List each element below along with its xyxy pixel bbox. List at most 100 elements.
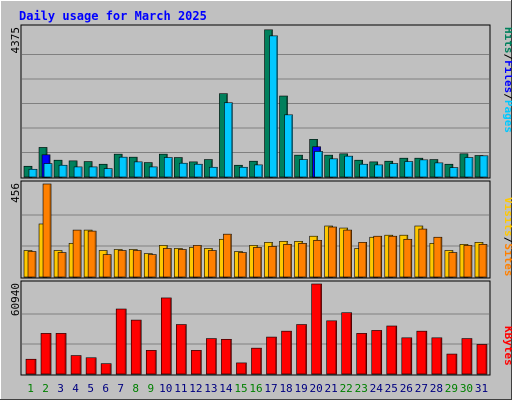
panel-hits-legend: Hits/Files/Pages bbox=[502, 27, 512, 133]
panel-visits-legend: Visits/Sites bbox=[502, 197, 512, 277]
day-label-13: 13 bbox=[204, 382, 217, 395]
day-label-22: 22 bbox=[340, 382, 353, 395]
bar-pages-day-26 bbox=[404, 161, 414, 178]
bar-kbytes-day-15 bbox=[236, 362, 247, 375]
bar-sites-day-23 bbox=[358, 242, 368, 278]
bar-sites-day-30 bbox=[463, 245, 473, 278]
bar-pages-day-6 bbox=[103, 168, 113, 178]
day-label-4: 4 bbox=[72, 382, 79, 395]
bar-kbytes-day-8 bbox=[130, 319, 142, 375]
bar-pages-day-23 bbox=[359, 163, 369, 178]
bar-kbytes-day-11 bbox=[176, 324, 187, 375]
bar-kbytes-day-4 bbox=[70, 355, 82, 375]
bar-pages-day-16 bbox=[254, 164, 263, 178]
bar-sites-day-25 bbox=[388, 235, 398, 278]
day-label-11: 11 bbox=[174, 382, 187, 395]
legend-separator-1: / bbox=[502, 54, 512, 61]
bar-sites-day-5 bbox=[87, 230, 97, 278]
bar-kbytes-day-28 bbox=[431, 337, 443, 375]
bar-sites-day-19 bbox=[298, 243, 307, 278]
bar-pages-day-3 bbox=[58, 164, 68, 178]
legend-kbytes: KBytes bbox=[502, 326, 512, 366]
panel-hits-files-pages: 4375 Hits/Files/Pages bbox=[9, 24, 512, 179]
bar-kbytes-day-21 bbox=[326, 320, 337, 375]
bar-pages-day-5 bbox=[88, 166, 98, 178]
legend-visits: Visits bbox=[502, 197, 512, 237]
bar-kbytes-day-16 bbox=[251, 347, 262, 375]
bar-kbytes-day-13 bbox=[206, 338, 217, 375]
bar-pages-day-19 bbox=[299, 159, 308, 178]
bar-sites-day-12 bbox=[193, 245, 202, 278]
day-label-12: 12 bbox=[189, 382, 202, 395]
svg-text:KBytes: KBytes bbox=[502, 326, 512, 366]
bar-sites-day-21 bbox=[328, 226, 337, 278]
bar-kbytes-day-29 bbox=[446, 353, 458, 375]
bar-sites-day-3 bbox=[57, 252, 67, 278]
bar-pages-day-4 bbox=[73, 166, 83, 178]
bar-kbytes-day-25 bbox=[386, 325, 398, 375]
day-label-10: 10 bbox=[159, 382, 172, 395]
legend-hits: Hits bbox=[502, 27, 512, 54]
bar-sites-day-27 bbox=[418, 228, 428, 278]
panel-hits-grid bbox=[22, 54, 489, 153]
bar-pages-day-30 bbox=[464, 157, 474, 178]
svg-text:Hits/Files/Pages: Hits/Files/Pages bbox=[502, 27, 512, 133]
bar-kbytes-day-22 bbox=[341, 312, 352, 375]
day-label-26: 26 bbox=[400, 382, 413, 395]
bar-sites-day-16 bbox=[253, 247, 262, 278]
panel-kbytes-ymax-label: 60940 bbox=[9, 283, 22, 316]
bar-sites-day-4 bbox=[72, 229, 82, 278]
bar-sites-day-7 bbox=[117, 250, 127, 278]
bar-sites-day-15 bbox=[238, 252, 247, 278]
bar-sites-day-20 bbox=[313, 239, 322, 278]
day-label-23: 23 bbox=[355, 382, 368, 395]
panel-hits-bars bbox=[23, 29, 489, 178]
bar-pages-day-9 bbox=[148, 166, 158, 178]
day-label-24: 24 bbox=[370, 382, 384, 395]
bar-sites-day-24 bbox=[373, 235, 383, 278]
day-label-17: 17 bbox=[264, 382, 277, 395]
chart-title: Daily usage for March 2025 bbox=[19, 9, 207, 23]
bar-kbytes-day-10 bbox=[160, 297, 172, 375]
legend-separator-3: / bbox=[502, 237, 512, 244]
bar-pages-day-15 bbox=[239, 166, 248, 178]
day-label-29: 29 bbox=[445, 382, 458, 395]
bar-kbytes-day-12 bbox=[191, 350, 202, 375]
bar-sites-day-31 bbox=[478, 244, 488, 278]
bar-pages-day-28 bbox=[434, 162, 444, 178]
panel-kbytes-legend: KBytes bbox=[502, 326, 512, 366]
bar-sites-day-10 bbox=[162, 248, 172, 278]
bar-kbytes-day-7 bbox=[115, 308, 127, 375]
bar-kbytes-day-3 bbox=[55, 333, 67, 375]
panel-kbytes: 60940 KBytes bbox=[9, 280, 512, 376]
bar-pages-day-8 bbox=[133, 161, 143, 178]
bar-kbytes-day-2 bbox=[40, 333, 52, 375]
panel-kbytes-bars bbox=[25, 283, 488, 375]
day-label-15: 15 bbox=[234, 382, 247, 395]
day-label-2: 2 bbox=[42, 382, 49, 395]
panel-visits-bars bbox=[23, 183, 488, 278]
legend-sites: Sites bbox=[502, 243, 512, 276]
legend-pages: Pages bbox=[502, 100, 512, 133]
bar-pages-day-18 bbox=[284, 114, 293, 178]
bar-kbytes-day-17 bbox=[266, 336, 277, 375]
bar-kbytes-day-23 bbox=[356, 333, 368, 375]
bar-sites-day-2 bbox=[42, 183, 52, 278]
bar-kbytes-day-20 bbox=[311, 283, 322, 375]
day-label-8: 8 bbox=[132, 382, 139, 395]
bar-kbytes-day-24 bbox=[371, 330, 383, 375]
bar-pages-day-20 bbox=[314, 151, 323, 178]
bar-kbytes-day-1 bbox=[25, 358, 37, 375]
panel-hits-ymax-label: 4375 bbox=[9, 27, 22, 54]
panel-visits-ymax-label: 456 bbox=[9, 183, 22, 203]
day-label-6: 6 bbox=[102, 382, 109, 395]
day-label-9: 9 bbox=[147, 382, 154, 395]
bar-pages-day-22 bbox=[344, 155, 353, 178]
bar-sites-day-29 bbox=[448, 252, 458, 278]
bar-pages-day-31 bbox=[479, 155, 489, 178]
bar-sites-day-9 bbox=[147, 254, 157, 278]
bar-sites-day-6 bbox=[102, 254, 112, 278]
svg-text:Visits/Sites: Visits/Sites bbox=[502, 197, 512, 277]
bar-pages-day-17 bbox=[269, 35, 278, 178]
